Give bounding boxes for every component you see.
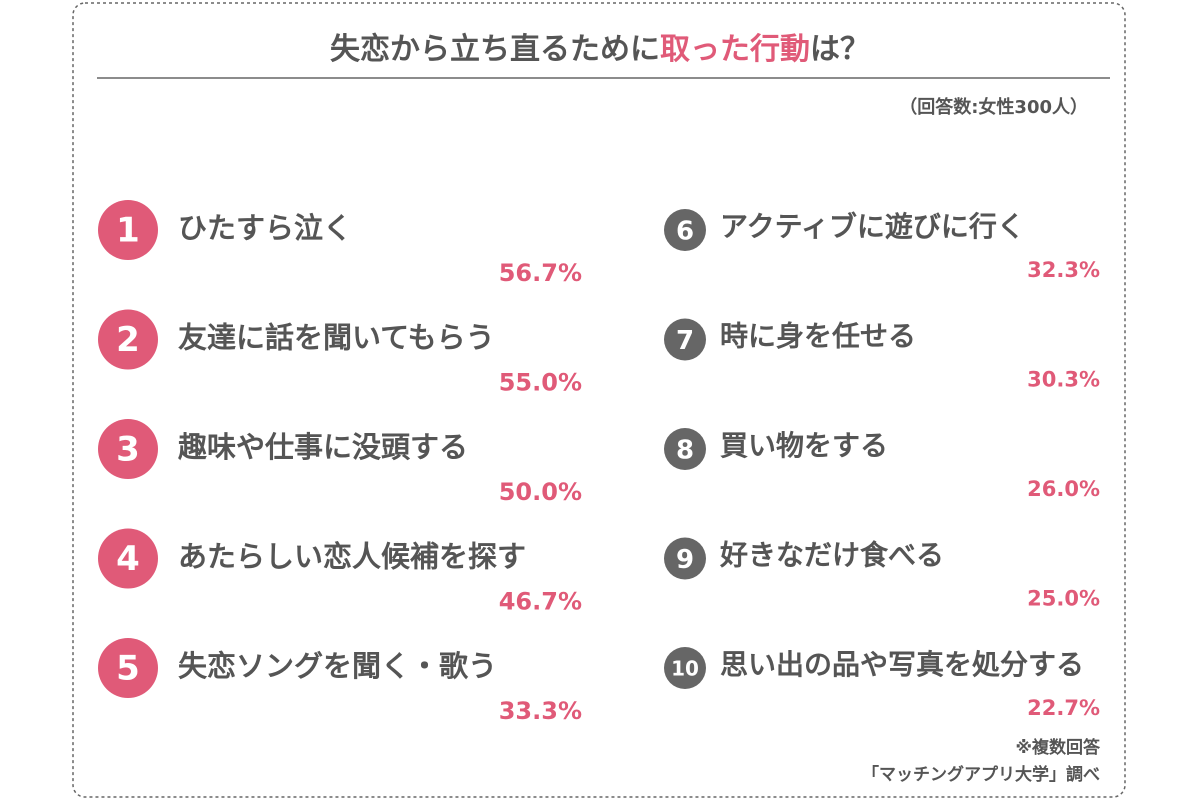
item-percent: 56.7% bbox=[499, 259, 582, 287]
rank-number: 1 bbox=[116, 211, 140, 251]
item-label: あたらしい恋人候補を探す bbox=[178, 540, 526, 574]
rank-number: 6 bbox=[676, 217, 694, 247]
item-percent: 25.0% bbox=[1027, 587, 1100, 611]
rank-badge bbox=[664, 537, 706, 580]
rank-number: 10 bbox=[671, 657, 699, 681]
title-part: は？ bbox=[810, 32, 870, 67]
rank-badge bbox=[664, 318, 706, 361]
item-percent: 55.0% bbox=[499, 369, 582, 397]
title-highlight: 取った行動 bbox=[660, 32, 810, 67]
item-label: 失恋ソングを聞く・歌う bbox=[178, 649, 497, 683]
rank-number: 9 bbox=[676, 545, 694, 575]
item-percent: 26.0% bbox=[1027, 477, 1100, 501]
rank-badge bbox=[664, 209, 706, 251]
rank-badge bbox=[664, 428, 706, 470]
rank-badge bbox=[98, 419, 158, 479]
item-label: 買い物をする bbox=[720, 429, 888, 462]
item-percent: 22.7% bbox=[1027, 696, 1100, 720]
rank-badge bbox=[98, 528, 158, 589]
item-percent: 33.3% bbox=[499, 697, 582, 725]
note: ※複数回答 bbox=[1015, 737, 1101, 758]
title: 失恋から立ち直るために取った行動は？ bbox=[330, 32, 870, 67]
item-label: アクティブに遊びに行く bbox=[720, 210, 1025, 243]
rank-number: 5 bbox=[116, 649, 140, 689]
rank-badge bbox=[98, 309, 158, 370]
rank-number: 4 bbox=[116, 539, 140, 579]
item-percent: 50.0% bbox=[499, 478, 582, 506]
rank-number: 2 bbox=[116, 320, 140, 360]
item-label: ひたすら泣く bbox=[178, 211, 352, 245]
item-percent: 46.7% bbox=[499, 588, 582, 616]
rank-number: 8 bbox=[676, 436, 694, 466]
rank-badge bbox=[98, 200, 158, 260]
subtitle: （回答数:女性300人） bbox=[899, 96, 1088, 118]
item-label: 友達に話を聞いてもらう bbox=[178, 321, 495, 355]
rank-badge bbox=[98, 638, 158, 698]
item-label: 好きなだけ食べる bbox=[719, 539, 944, 572]
rank-number: 7 bbox=[676, 326, 694, 356]
item-percent: 30.3% bbox=[1027, 368, 1100, 392]
item-percent: 32.3% bbox=[1027, 258, 1100, 282]
title-part: 失恋から立ち直るために bbox=[330, 32, 660, 67]
source: 「マッチングアプリ大学」調べ bbox=[862, 764, 1100, 785]
item-label: 趣味や仕事に没頭する bbox=[177, 430, 468, 464]
item-label: 思い出の品や写真を処分する bbox=[720, 648, 1084, 681]
rank-number: 3 bbox=[116, 430, 140, 470]
rank-badge bbox=[664, 647, 706, 689]
item-label: 時に身を任せる bbox=[720, 320, 916, 353]
